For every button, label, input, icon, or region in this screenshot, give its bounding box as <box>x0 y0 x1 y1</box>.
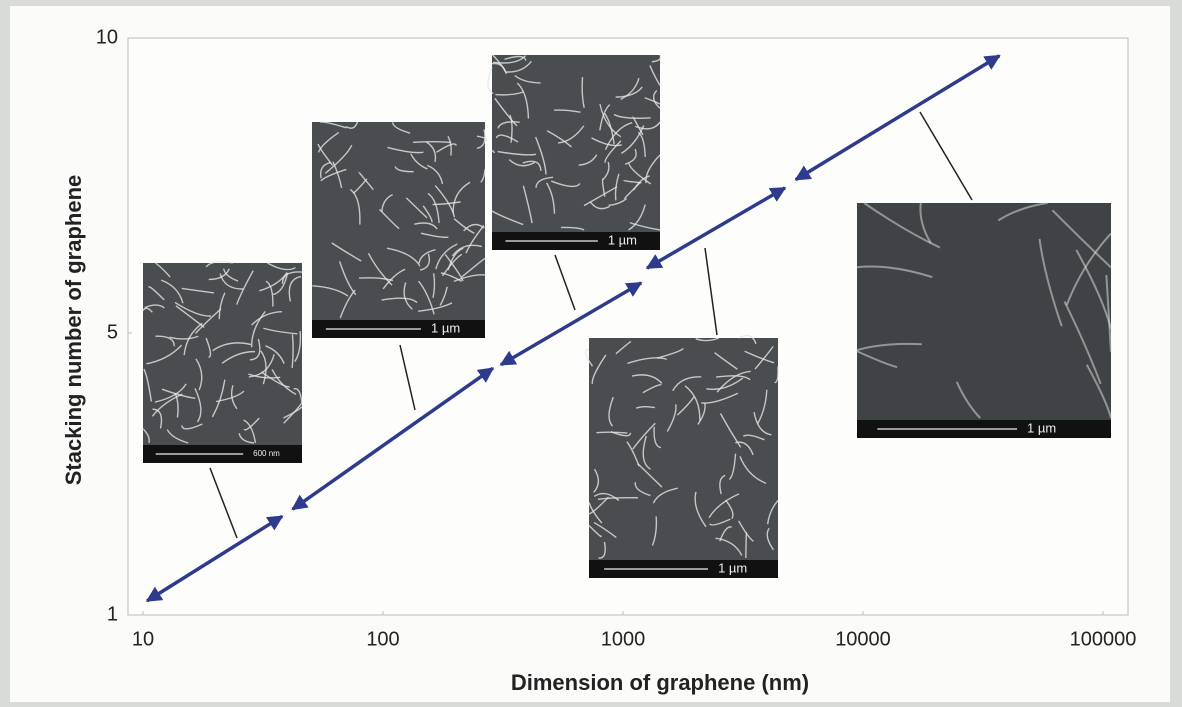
y-tick-label: 10 <box>96 26 118 48</box>
scale-label: 1 µm <box>608 232 637 247</box>
x-tick-label: 1000 <box>601 628 646 650</box>
x-tick-label: 10000 <box>835 628 891 650</box>
scale-label: 1 µm <box>718 560 747 575</box>
x-tick-label: 100 <box>366 628 399 650</box>
x-axis-label: Dimension of graphene (nm) <box>511 670 809 695</box>
scale-label: 1 µm <box>431 320 460 335</box>
x-tick-label: 100000 <box>1070 628 1137 650</box>
sem-image <box>312 122 485 338</box>
scale-label: 600 nm <box>253 449 280 458</box>
y-axis-label: Stacking number of graphene <box>61 175 86 486</box>
sem-image <box>589 338 778 578</box>
y-tick-label: 1 <box>107 603 118 625</box>
sem-image <box>492 55 660 250</box>
chart: Stacking number of graphene Dimension of… <box>0 0 1182 707</box>
scale-label: 1 µm <box>1027 420 1056 435</box>
y-tick-label: 5 <box>107 321 118 343</box>
sem-texture <box>746 532 747 558</box>
x-tick-label: 10 <box>132 628 154 650</box>
